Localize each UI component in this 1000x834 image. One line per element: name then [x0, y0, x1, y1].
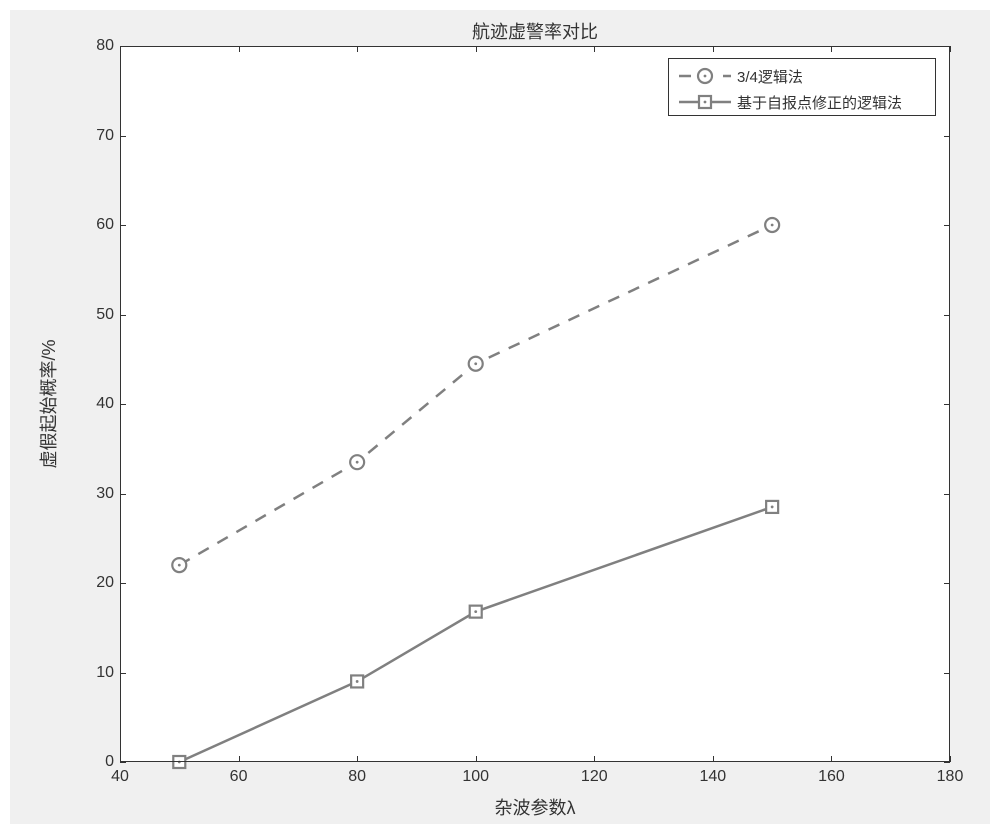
- y-tick-mark: [120, 46, 126, 47]
- x-tick-mark: [239, 756, 240, 762]
- x-tick-mark-top: [950, 46, 951, 52]
- x-tick-label: 80: [348, 768, 366, 786]
- y-tick-mark-right: [944, 583, 950, 584]
- y-tick-mark-right: [944, 404, 950, 405]
- y-tick-mark: [120, 494, 126, 495]
- y-tick-mark: [120, 315, 126, 316]
- y-tick-mark-right: [944, 225, 950, 226]
- y-tick-mark-right: [944, 762, 950, 763]
- y-axis-label: 虚假起始概率/%: [35, 339, 61, 468]
- x-tick-mark: [950, 756, 951, 762]
- x-tick-mark: [357, 756, 358, 762]
- legend-box: 3/4逻辑法基于自报点修正的逻辑法: [668, 58, 936, 116]
- x-tick-mark-top: [594, 46, 595, 52]
- x-tick-mark-top: [476, 46, 477, 52]
- x-tick-mark: [713, 756, 714, 762]
- figure-outer: 3/4逻辑法基于自报点修正的逻辑法 航迹虚警率对比 杂波参数λ 虚假起始概率/%…: [10, 10, 990, 824]
- y-tick-label: 0: [86, 753, 114, 771]
- y-tick-mark-right: [944, 136, 950, 137]
- legend-marker-inner-dot: [704, 75, 707, 78]
- x-tick-mark: [831, 756, 832, 762]
- plot-axes: 3/4逻辑法基于自报点修正的逻辑法: [120, 46, 950, 762]
- legend-item-label: 3/4逻辑法: [737, 66, 803, 87]
- y-tick-label: 40: [86, 395, 114, 413]
- x-tick-label: 180: [937, 768, 964, 786]
- y-tick-mark: [120, 404, 126, 405]
- y-tick-mark: [120, 673, 126, 674]
- x-tick-mark-top: [357, 46, 358, 52]
- y-tick-label: 50: [86, 306, 114, 324]
- x-tick-mark-top: [713, 46, 714, 52]
- x-tick-label: 120: [581, 768, 608, 786]
- y-tick-label: 20: [86, 574, 114, 592]
- x-tick-mark-top: [831, 46, 832, 52]
- y-tick-label: 80: [86, 37, 114, 55]
- x-axis-label: 杂波参数λ: [495, 794, 576, 820]
- x-tick-mark-top: [239, 46, 240, 52]
- y-tick-label: 10: [86, 664, 114, 682]
- legend-item-label: 基于自报点修正的逻辑法: [737, 92, 902, 113]
- y-tick-mark: [120, 225, 126, 226]
- y-tick-label: 70: [86, 127, 114, 145]
- y-tick-label: 60: [86, 216, 114, 234]
- x-tick-label: 60: [230, 768, 248, 786]
- y-tick-mark: [120, 136, 126, 137]
- y-tick-mark-right: [944, 46, 950, 47]
- y-tick-mark-right: [944, 673, 950, 674]
- x-tick-mark: [594, 756, 595, 762]
- x-tick-mark: [476, 756, 477, 762]
- axes-border: [120, 46, 950, 762]
- x-tick-label: 140: [699, 768, 726, 786]
- y-tick-mark: [120, 583, 126, 584]
- x-tick-label: 160: [818, 768, 845, 786]
- y-tick-label: 30: [86, 485, 114, 503]
- y-tick-mark-right: [944, 494, 950, 495]
- legend-marker-inner-dot: [704, 101, 707, 104]
- chart-title: 航迹虚警率对比: [120, 18, 950, 44]
- x-tick-label: 100: [462, 768, 489, 786]
- y-tick-mark: [120, 762, 126, 763]
- y-tick-mark-right: [944, 315, 950, 316]
